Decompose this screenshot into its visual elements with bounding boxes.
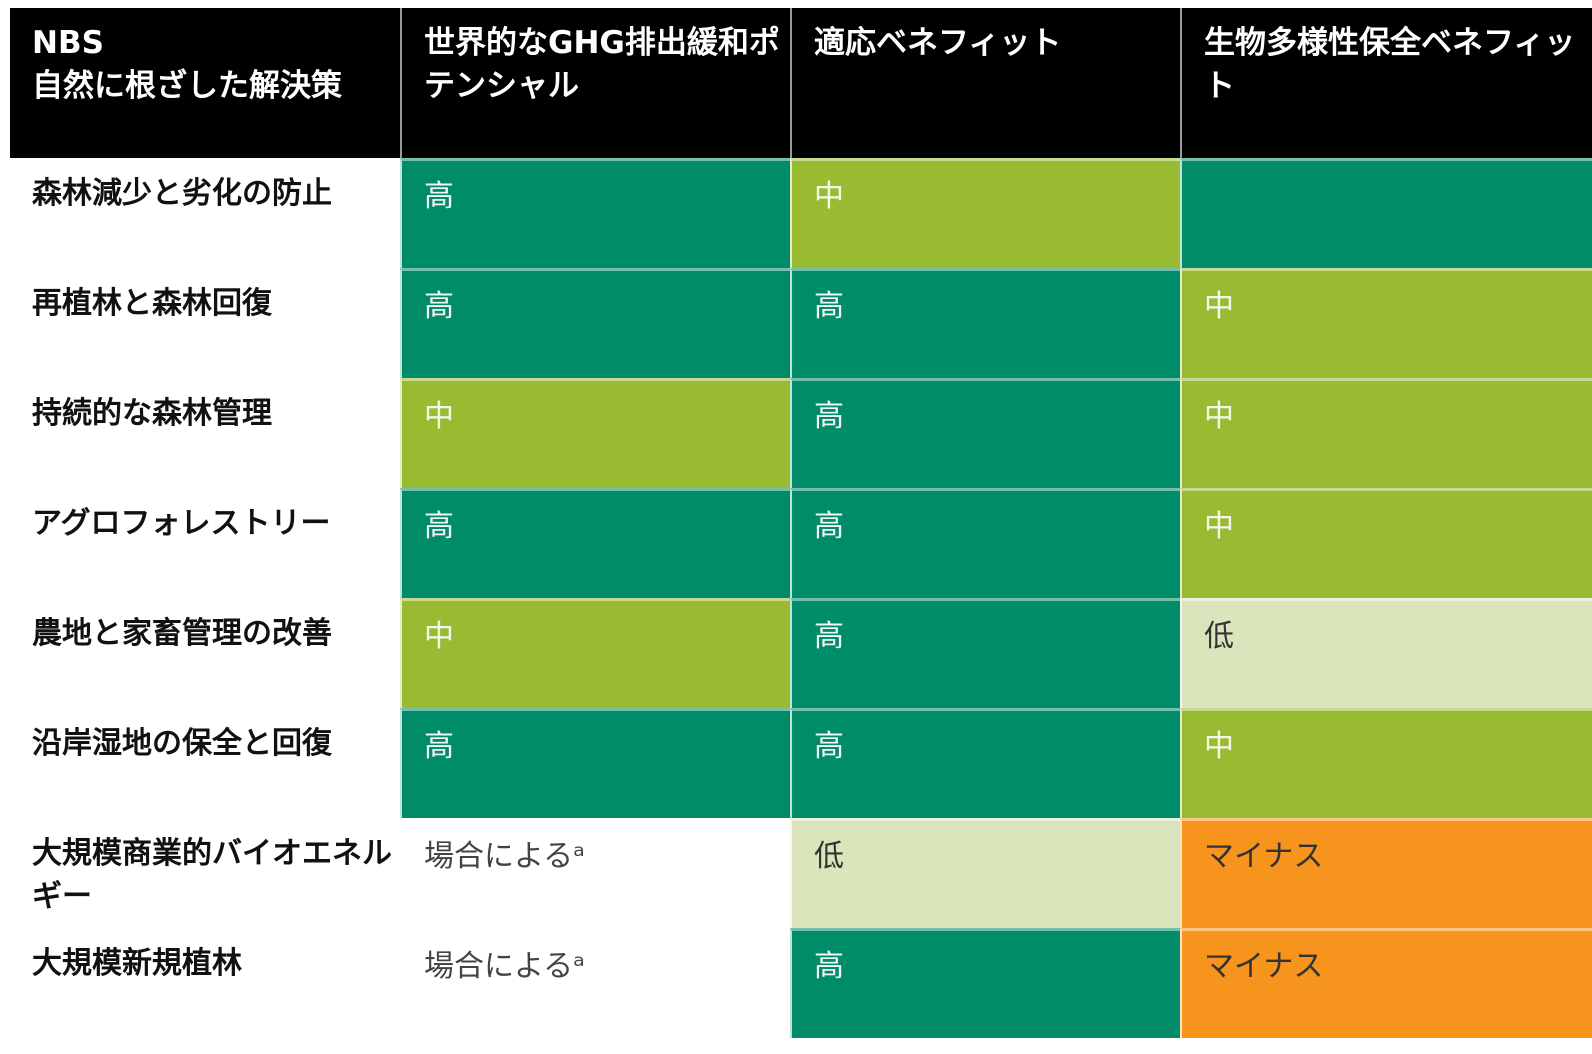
- row-label: 持続的な森林管理: [32, 396, 272, 431]
- row-label: 農地と家畜管理の改善: [32, 616, 332, 651]
- cell-biodiversity: マイナス: [1180, 818, 1592, 928]
- header-nbs: NBS 自然に根ざした解決策: [32, 25, 342, 104]
- table-row: 農地と家畜管理の改善 中 高 低: [10, 598, 1592, 708]
- table-row: 沿岸湿地の保全と回復 高 高 中: [10, 708, 1592, 818]
- row-label: 森林減少と劣化の防止: [32, 176, 332, 211]
- cell-ghg: 高: [400, 708, 790, 818]
- cell-ghg: 高: [400, 268, 790, 378]
- header-adaptation: 適応ベネフィット: [790, 8, 1180, 158]
- cell-ghg: 場合によるᵃ: [400, 928, 790, 1038]
- cell-biodiversity: 中: [1180, 488, 1592, 598]
- cell-adaptation: 中: [790, 158, 1180, 268]
- cell-biodiversity: 中: [1180, 268, 1592, 378]
- cell-biodiversity: [1180, 158, 1592, 268]
- cell-biodiversity: マイナス: [1180, 928, 1592, 1038]
- table-row: 森林減少と劣化の防止 高 中: [10, 158, 1592, 268]
- table-row: 再植林と森林回復 高 高 中: [10, 268, 1592, 378]
- cell-biodiversity: 中: [1180, 378, 1592, 488]
- cell-adaptation: 高: [790, 928, 1180, 1038]
- cell-ghg: 中: [400, 378, 790, 488]
- cell-adaptation: 高: [790, 708, 1180, 818]
- table-row: 大規模商業的バイオエネルギー 場合によるᵃ 低 マイナス: [10, 818, 1592, 928]
- row-label: 沿岸湿地の保全と回復: [32, 726, 332, 761]
- table-row: 持続的な森林管理 中 高 中: [10, 378, 1592, 488]
- nbs-benefits-table: NBS 自然に根ざした解決策 世界的なGHG排出緩和ポテンシャル 適応ベネフィッ…: [10, 8, 1592, 1038]
- cell-ghg: 場合によるᵃ: [400, 818, 790, 928]
- cell-adaptation: 高: [790, 268, 1180, 378]
- cell-ghg: 中: [400, 598, 790, 708]
- cell-ghg: 高: [400, 488, 790, 598]
- header-ghg-mitigation: 世界的なGHG排出緩和ポテンシャル: [400, 8, 790, 158]
- row-label: 再植林と森林回復: [32, 286, 272, 321]
- cell-adaptation: 高: [790, 598, 1180, 708]
- table-row: 大規模新規植林 場合によるᵃ 高 マイナス: [10, 928, 1592, 1038]
- cell-ghg: 高: [400, 158, 790, 268]
- cell-adaptation: 高: [790, 488, 1180, 598]
- row-label: アグロフォレストリー: [32, 506, 331, 541]
- cell-adaptation: 高: [790, 378, 1180, 488]
- cell-biodiversity: 中: [1180, 708, 1592, 818]
- cell-biodiversity: 低: [1180, 598, 1592, 708]
- table-header: NBS 自然に根ざした解決策 世界的なGHG排出緩和ポテンシャル 適応ベネフィッ…: [10, 8, 1592, 158]
- table-row: アグロフォレストリー 高 高 中: [10, 488, 1592, 598]
- row-label: 大規模商業的バイオエネルギー: [32, 836, 392, 914]
- row-label: 大規模新規植林: [32, 946, 242, 981]
- header-biodiversity: 生物多様性保全ベネフィット: [1180, 8, 1592, 158]
- cell-adaptation: 低: [790, 818, 1180, 928]
